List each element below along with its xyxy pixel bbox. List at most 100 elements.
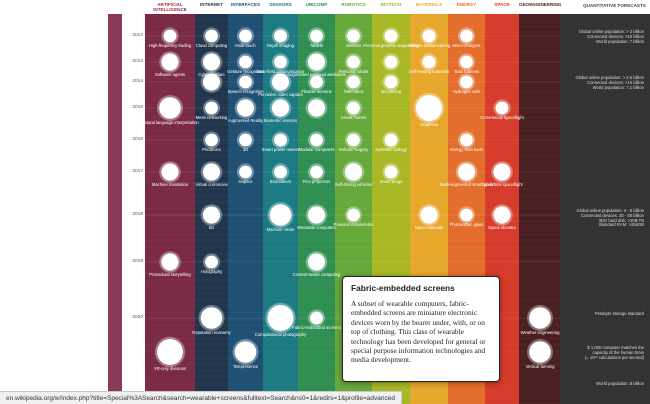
data-point-dot[interactable] [274, 165, 287, 179]
data-point[interactable] [234, 97, 257, 119]
data-point-dot[interactable] [307, 53, 326, 71]
data-point[interactable] [344, 206, 363, 224]
data-point-dot[interactable] [347, 101, 360, 115]
data-point-dot[interactable] [310, 75, 323, 89]
data-point-dot[interactable] [269, 204, 292, 226]
data-point[interactable] [159, 161, 181, 183]
data-point-dot[interactable] [422, 55, 436, 69]
data-point[interactable] [491, 204, 513, 226]
data-point-dot[interactable] [460, 55, 473, 69]
data-point[interactable] [200, 161, 223, 183]
data-point-dot[interactable] [420, 206, 438, 224]
data-point[interactable] [493, 99, 511, 117]
data-point-dot[interactable] [274, 133, 287, 147]
data-point-dot[interactable] [205, 29, 218, 43]
data-point-dot[interactable] [200, 307, 223, 329]
data-point-dot[interactable] [457, 163, 476, 181]
data-point-dot[interactable] [460, 29, 473, 43]
data-point[interactable] [305, 251, 328, 273]
data-point-dot[interactable] [159, 97, 181, 119]
data-point-dot[interactable] [493, 163, 511, 181]
data-point[interactable] [305, 51, 328, 73]
data-point-dot[interactable] [163, 29, 177, 43]
data-point[interactable] [418, 204, 440, 226]
data-point[interactable] [420, 27, 438, 45]
data-point-dot[interactable] [347, 133, 360, 147]
data-point-dot[interactable] [384, 55, 398, 69]
data-point[interactable] [527, 305, 553, 331]
data-point-dot[interactable] [202, 73, 221, 91]
data-point[interactable] [457, 27, 476, 45]
data-point[interactable] [202, 253, 221, 271]
data-point-dot[interactable] [307, 206, 326, 224]
data-point[interactable] [420, 53, 438, 71]
data-point[interactable] [200, 204, 223, 226]
data-point-dot[interactable] [529, 341, 551, 363]
data-point-dot[interactable] [307, 99, 326, 117]
data-point[interactable] [200, 51, 223, 73]
data-point-dot[interactable] [202, 53, 221, 71]
data-point[interactable] [527, 339, 553, 365]
data-point-dot[interactable] [347, 29, 360, 43]
data-point[interactable] [382, 73, 400, 91]
data-point[interactable] [198, 305, 225, 331]
data-point-dot[interactable] [460, 133, 473, 147]
data-point-dot[interactable] [236, 99, 255, 117]
data-point[interactable] [236, 73, 255, 91]
data-point[interactable] [344, 27, 363, 45]
data-point-dot[interactable] [239, 133, 252, 147]
data-point[interactable] [307, 131, 326, 149]
data-point-dot[interactable] [202, 206, 221, 224]
data-point[interactable] [271, 27, 290, 45]
data-point-dot[interactable] [234, 341, 257, 363]
data-point[interactable] [344, 131, 363, 149]
data-point[interactable] [236, 27, 255, 45]
data-point[interactable] [267, 202, 294, 228]
data-point[interactable] [307, 73, 326, 91]
data-point[interactable] [269, 97, 292, 119]
data-point[interactable] [382, 163, 400, 181]
data-point[interactable] [457, 131, 476, 149]
data-point[interactable] [344, 53, 363, 71]
data-point[interactable] [154, 336, 186, 368]
data-point-dot[interactable] [239, 165, 252, 179]
data-point[interactable] [236, 163, 255, 181]
data-point-dot[interactable] [460, 75, 473, 89]
data-point-dot[interactable] [157, 339, 183, 365]
data-point-dot[interactable] [271, 99, 290, 117]
data-point-dot[interactable] [205, 255, 218, 269]
data-point[interactable] [305, 204, 328, 226]
data-point[interactable] [305, 97, 328, 119]
data-point[interactable] [265, 302, 296, 334]
data-point[interactable] [161, 27, 179, 45]
data-point[interactable] [202, 27, 221, 45]
data-point[interactable] [202, 131, 221, 149]
data-point[interactable] [159, 251, 181, 273]
data-point[interactable] [236, 131, 255, 149]
data-point[interactable] [202, 99, 221, 117]
data-point[interactable] [455, 161, 478, 183]
data-point-dot[interactable] [271, 73, 290, 91]
data-point-dot[interactable] [347, 55, 360, 69]
data-point[interactable] [382, 53, 400, 71]
data-point-dot[interactable] [529, 307, 551, 329]
data-point[interactable] [491, 161, 513, 183]
data-point-dot[interactable] [384, 75, 398, 89]
data-point[interactable] [307, 309, 326, 327]
data-point[interactable] [157, 95, 183, 121]
data-point[interactable] [269, 71, 292, 93]
data-point-dot[interactable] [310, 311, 323, 325]
data-point-dot[interactable] [384, 29, 398, 43]
data-point[interactable] [271, 163, 290, 181]
data-point[interactable] [307, 27, 326, 45]
data-point[interactable] [382, 131, 400, 149]
data-point[interactable] [342, 161, 365, 183]
data-point-dot[interactable] [310, 165, 323, 179]
data-point[interactable] [236, 53, 255, 71]
data-point[interactable] [271, 131, 290, 149]
data-point-dot[interactable] [422, 29, 436, 43]
data-point-dot[interactable] [384, 165, 398, 179]
data-point-dot[interactable] [347, 75, 360, 89]
data-point-dot[interactable] [344, 163, 363, 181]
data-point-dot[interactable] [267, 305, 294, 331]
